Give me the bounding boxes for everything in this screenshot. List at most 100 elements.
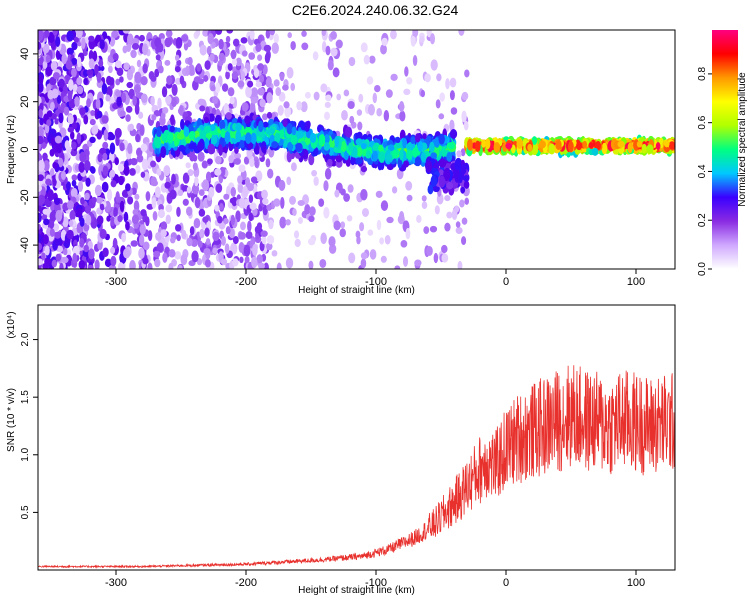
heatmap-cell <box>445 78 450 90</box>
heatmap-cell <box>576 141 583 151</box>
heatmap-cell <box>194 196 201 209</box>
heatmap-cell <box>284 105 291 118</box>
heatmap-cell <box>235 122 242 132</box>
heatmap-cell <box>79 217 85 227</box>
heatmap-cell <box>76 77 83 86</box>
heatmap-cell <box>335 155 343 163</box>
heatmap-cell <box>90 166 96 174</box>
heatmap-cell <box>158 42 164 53</box>
heatmap-cell <box>215 82 221 93</box>
heatmap-cell <box>435 99 441 109</box>
heatmap-cell <box>397 157 403 169</box>
heatmap-cell <box>461 110 467 123</box>
heatmap-cell <box>153 250 161 258</box>
heatmap-cell <box>76 132 82 144</box>
heatmap-cell <box>125 183 131 192</box>
heatmap-cell <box>244 127 253 135</box>
heatmap-cell <box>219 120 226 130</box>
heatmap-cell <box>446 181 454 190</box>
heatmap-cell <box>141 158 149 171</box>
heatmap-cell <box>169 189 177 200</box>
heatmap-cell <box>74 96 80 107</box>
heatmap-cell <box>376 219 382 231</box>
heatmap-cell <box>123 211 129 223</box>
heatmap-cell <box>286 67 294 79</box>
heatmap-cell <box>38 184 42 192</box>
heatmap-cell <box>232 38 240 47</box>
heatmap-cell <box>223 102 230 115</box>
heatmap-cell <box>189 226 195 236</box>
heatmap-cell <box>188 143 194 150</box>
heatmap-cell <box>76 56 82 68</box>
heatmap-cell <box>455 157 462 167</box>
heatmap-cell <box>103 129 109 142</box>
heatmap-cell <box>71 121 78 130</box>
heatmap-cell <box>294 238 301 248</box>
heatmap-cell <box>118 262 124 269</box>
heatmap-cell <box>466 138 473 151</box>
heatmap-cell <box>254 159 259 168</box>
heatmap-cell <box>111 30 119 39</box>
heatmap-cell <box>326 158 333 167</box>
heatmap-cell <box>87 264 94 269</box>
heatmap-cell <box>297 199 305 207</box>
heatmap-cell <box>176 206 181 218</box>
heatmap-cell <box>99 39 105 50</box>
heatmap-cell <box>119 76 124 83</box>
heatmap-cell <box>43 218 50 226</box>
heatmap-cell <box>454 205 460 213</box>
heatmap-x-tick-label: -300 <box>105 276 127 288</box>
heatmap-cell <box>424 73 431 83</box>
heatmap-cell <box>412 55 418 67</box>
heatmap-cell <box>278 179 286 191</box>
heatmap-cell <box>199 228 205 239</box>
heatmap-cell <box>62 248 68 256</box>
heatmap-cell <box>266 92 273 104</box>
heatmap-cell <box>225 35 231 43</box>
heatmap-y-axis-label: Frequency (Hz) <box>6 115 17 184</box>
heatmap-cell <box>118 175 125 186</box>
heatmap-cell <box>274 132 281 144</box>
snr-y-tick-label: 1.5 <box>20 390 31 404</box>
snr-y-tick-label: 2.0 <box>20 332 31 346</box>
heatmap-cell <box>94 259 100 269</box>
heatmap-cell <box>273 33 279 44</box>
heatmap-cell <box>121 92 127 103</box>
heatmap-cell <box>376 108 383 117</box>
heatmap-cell <box>235 210 241 223</box>
heatmap-cell <box>324 134 330 144</box>
heatmap-cell <box>38 242 43 251</box>
heatmap-cell <box>429 33 435 45</box>
heatmap-cell <box>44 245 50 256</box>
heatmap-cell <box>154 258 161 268</box>
heatmap-cell <box>230 214 236 226</box>
heatmap-cell <box>399 110 406 122</box>
heatmap-cell <box>262 113 268 121</box>
heatmap-cell <box>380 44 387 55</box>
heatmap-cell <box>256 222 263 230</box>
heatmap-cell <box>211 107 217 116</box>
heatmap-cell <box>214 117 221 124</box>
heatmap-cell <box>655 142 661 151</box>
heatmap-cell <box>212 231 220 241</box>
heatmap-cell <box>365 150 372 159</box>
heatmap-cell <box>138 247 145 259</box>
heatmap-cell <box>215 155 222 165</box>
heatmap-cell <box>308 238 316 246</box>
heatmap-cell <box>102 165 109 176</box>
heatmap-cell <box>86 98 91 108</box>
heatmap-cell <box>238 242 245 253</box>
heatmap-cell <box>591 147 599 156</box>
heatmap-cell <box>538 140 547 149</box>
heatmap-cell <box>269 30 275 36</box>
heatmap-cell <box>157 97 162 110</box>
heatmap-cell <box>151 114 157 121</box>
heatmap-cell <box>38 126 44 138</box>
heatmap-cell <box>196 63 202 72</box>
heatmap-cell <box>266 235 275 245</box>
heatmap-cell <box>175 37 183 49</box>
heatmap-cell <box>72 252 78 264</box>
chart-title: C2E6.2024.240.06.32.G24 <box>291 2 459 18</box>
heatmap-cell <box>138 111 144 119</box>
heatmap-cell <box>140 143 148 152</box>
